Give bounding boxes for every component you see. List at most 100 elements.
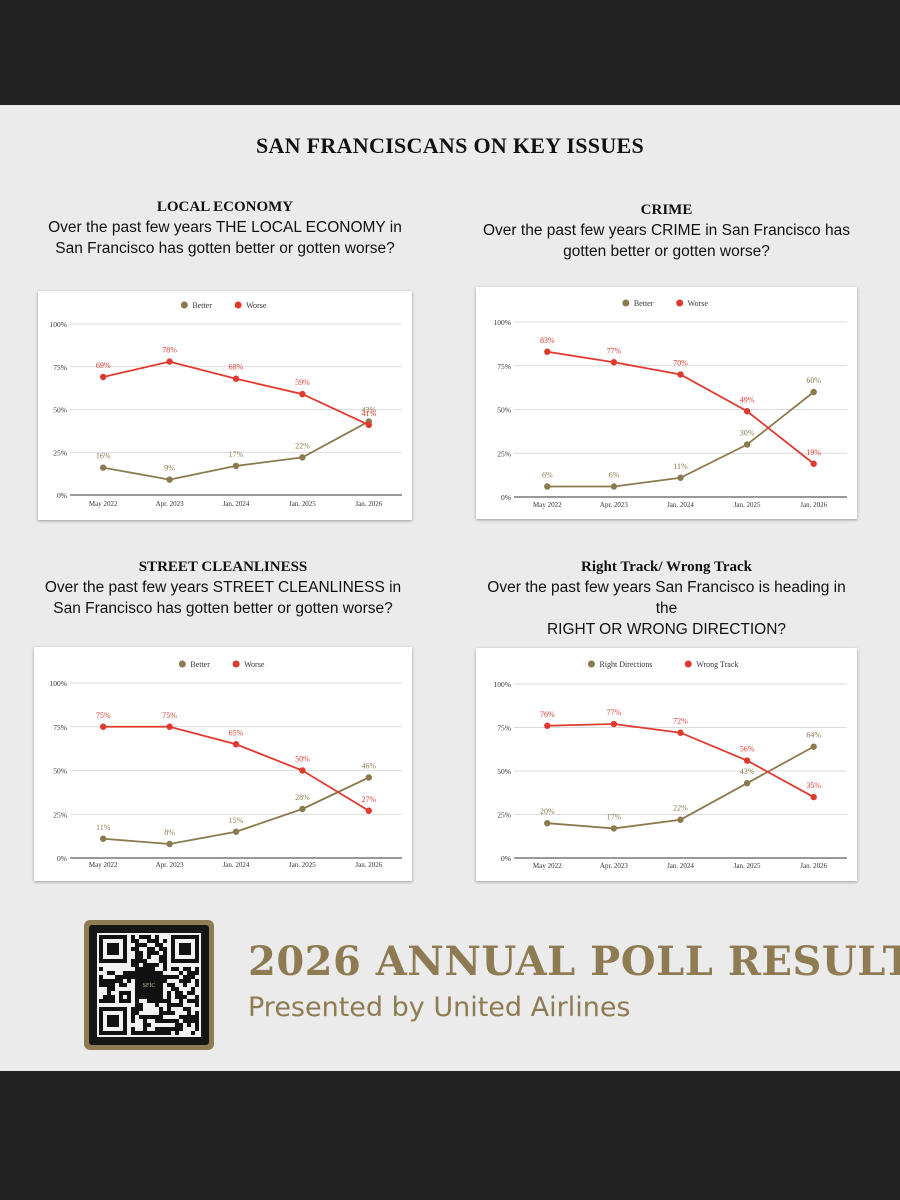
qr-module (187, 979, 191, 983)
qr-module (135, 1003, 139, 1007)
qr-module (131, 1011, 135, 1015)
legend-marker (676, 299, 684, 307)
qr-module (147, 999, 151, 1003)
data-label: 68% (229, 363, 244, 372)
qr-module (179, 979, 183, 983)
data-label: 65% (229, 728, 244, 737)
qr-module (163, 963, 167, 967)
data-label: 20% (540, 807, 555, 816)
qr-module (159, 943, 163, 947)
qr-module (155, 943, 159, 947)
qr-module (119, 979, 123, 983)
qr-module (147, 947, 151, 951)
qr-module (135, 959, 139, 963)
legend-marker (684, 660, 692, 668)
x-tick-label: Jan. 2025 (734, 862, 761, 870)
qr-module (155, 1015, 159, 1019)
qr-module (143, 1031, 147, 1035)
data-label: 17% (607, 812, 622, 821)
legend-marker (178, 660, 186, 668)
qr-module (135, 967, 139, 971)
qr-module (107, 987, 111, 991)
y-tick-label: 0% (57, 854, 67, 863)
qr-module (103, 979, 107, 983)
qr-module (115, 975, 119, 979)
qr-module (163, 955, 167, 959)
qr-module (99, 999, 103, 1003)
qr-module (147, 967, 151, 971)
data-label: 43% (740, 767, 755, 776)
data-point (677, 371, 684, 378)
qr-module (195, 979, 199, 983)
y-tick-label: 50% (497, 406, 511, 415)
qr-module (167, 1007, 171, 1011)
y-tick-label: 75% (497, 362, 511, 371)
y-tick-label: 25% (53, 448, 67, 457)
qr-module (159, 1027, 163, 1031)
data-label: 49% (740, 395, 755, 404)
data-label: 69% (96, 361, 111, 370)
data-label: 64% (806, 731, 821, 740)
footer: SFIC 2026 ANNUAL POLL RESULTS Presented … (0, 920, 900, 1060)
data-point (610, 359, 618, 366)
qr-module (187, 999, 191, 1003)
qr-module (195, 999, 199, 1003)
qr-module (119, 995, 123, 999)
qr-module (163, 947, 167, 951)
qr-module (179, 1027, 183, 1031)
line-chart: 100% 75% 50% 25% 0% May 2022 Apr. 2023 Jan. 202… (494, 660, 847, 870)
x-tick-label: Jan. 2024 (223, 500, 250, 508)
qr-module (191, 987, 195, 991)
qr-module (183, 983, 187, 987)
qr-module (107, 991, 111, 995)
qr-module (139, 959, 143, 963)
series-line (547, 391, 815, 488)
y-tick-label: 100% (50, 320, 68, 329)
qr-module (139, 935, 143, 939)
qr-module (127, 979, 131, 983)
qr-module (167, 1003, 171, 1007)
qr-module (175, 1019, 179, 1023)
section-title: Right Track/ Wrong Track (581, 559, 752, 575)
qr-code[interactable]: SFIC (89, 925, 209, 1045)
data-label: 6% (609, 471, 620, 480)
y-tick-label: 0% (501, 854, 511, 863)
data-point (743, 408, 751, 415)
qr-module (111, 999, 115, 1003)
data-label: 50% (295, 755, 310, 764)
qr-module (163, 1011, 167, 1015)
qr-module (147, 1023, 151, 1027)
qr-module (167, 1011, 171, 1015)
data-label: 35% (806, 781, 821, 790)
legend-marker (587, 660, 595, 668)
qr-module (155, 939, 159, 943)
qr-module (151, 967, 155, 971)
qr-module (179, 971, 183, 975)
qr-module (131, 971, 135, 975)
series-line (547, 745, 815, 830)
qr-module (143, 1019, 147, 1023)
qr-module (195, 1027, 199, 1031)
y-tick-label: 25% (53, 810, 67, 819)
data-label: 17% (229, 450, 244, 459)
y-tick-label: 25% (497, 811, 511, 820)
qr-module (107, 999, 111, 1003)
qr-module (119, 975, 123, 979)
qr-module (131, 1007, 135, 1011)
data-label: 9% (164, 464, 175, 473)
qr-module (191, 1031, 195, 1035)
legend-marker (180, 301, 188, 309)
qr-module (139, 951, 143, 955)
legend-label: Worse (688, 299, 709, 308)
qr-module (191, 1019, 195, 1023)
qr-module (171, 987, 175, 991)
qr-module (167, 983, 171, 987)
qr-finder-center (107, 943, 119, 955)
x-tick-label: Jan. 2024 (667, 862, 694, 870)
data-point (810, 743, 817, 750)
data-label: 22% (295, 441, 310, 450)
x-tick-label: May 2022 (533, 501, 562, 509)
data-label: 76% (540, 710, 555, 719)
qr-module (159, 999, 163, 1003)
qr-module (147, 935, 151, 939)
